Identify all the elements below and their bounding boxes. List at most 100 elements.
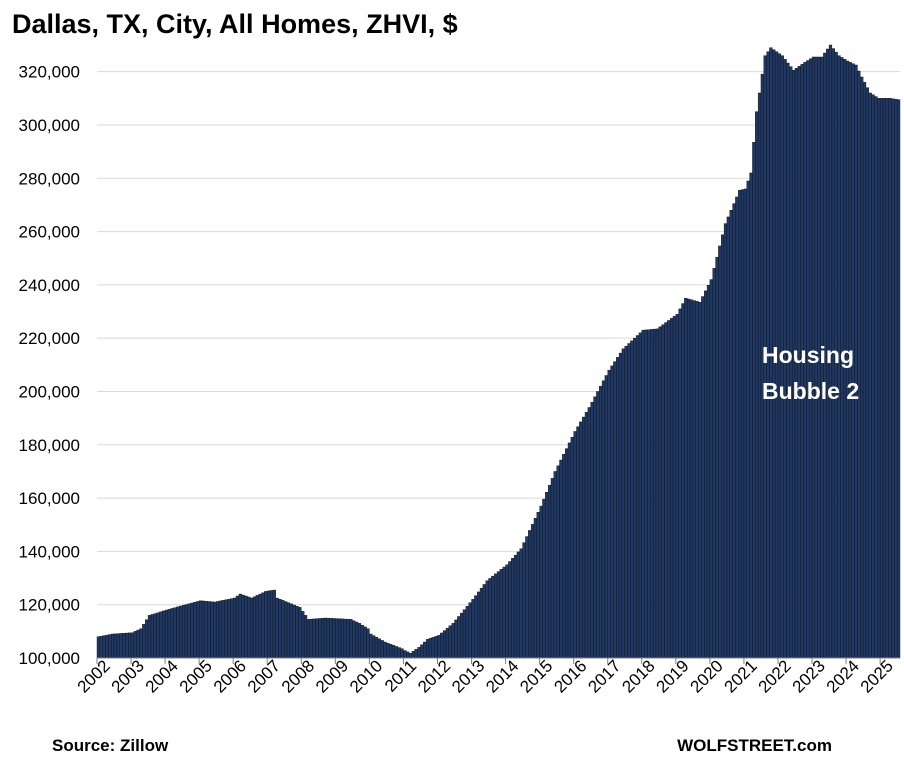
bar bbox=[323, 617, 328, 659]
bar bbox=[709, 279, 713, 659]
x-tick-label: 2022 bbox=[755, 656, 795, 696]
bar bbox=[613, 361, 617, 659]
bar bbox=[474, 595, 478, 659]
bar bbox=[414, 649, 418, 659]
bar bbox=[664, 322, 668, 659]
bar bbox=[408, 653, 413, 659]
bar bbox=[363, 626, 367, 659]
bar bbox=[462, 609, 467, 659]
x-tick-label: 2018 bbox=[618, 656, 658, 696]
y-tick-label: 240,000 bbox=[19, 276, 80, 295]
bar bbox=[252, 596, 257, 659]
bar bbox=[258, 593, 262, 659]
bar bbox=[630, 340, 634, 659]
bar bbox=[746, 180, 750, 659]
bar bbox=[712, 268, 716, 659]
bar bbox=[198, 600, 203, 659]
bar bbox=[879, 98, 884, 659]
bar bbox=[684, 298, 688, 659]
bar bbox=[587, 407, 591, 659]
bar bbox=[488, 578, 492, 659]
bar bbox=[672, 316, 677, 659]
bar bbox=[125, 632, 129, 659]
bar bbox=[757, 92, 762, 659]
bar bbox=[590, 401, 594, 659]
bar bbox=[193, 602, 197, 659]
bar bbox=[278, 599, 282, 659]
bar bbox=[295, 605, 299, 659]
bar bbox=[522, 542, 526, 659]
bar bbox=[303, 615, 308, 659]
bar bbox=[337, 618, 342, 659]
brand-label: WOLFSTREET.com bbox=[677, 736, 832, 755]
bars bbox=[96, 44, 901, 659]
bar bbox=[596, 391, 600, 659]
bar bbox=[477, 591, 481, 659]
x-tick-label: 2003 bbox=[108, 656, 148, 696]
bar bbox=[445, 627, 450, 659]
bar bbox=[335, 618, 339, 659]
bar bbox=[281, 600, 285, 659]
bar bbox=[244, 595, 248, 659]
bar bbox=[136, 629, 140, 659]
bar bbox=[562, 454, 566, 659]
bar bbox=[513, 554, 518, 659]
x-tick-label: 2017 bbox=[584, 656, 624, 696]
x-tick-label: 2005 bbox=[176, 656, 216, 696]
bar bbox=[190, 602, 194, 659]
bar bbox=[340, 618, 345, 659]
chart-title: Dallas, TX, City, All Homes, ZHVI, $ bbox=[12, 9, 458, 39]
bar bbox=[681, 303, 685, 659]
bar bbox=[383, 641, 387, 659]
bar bbox=[459, 612, 464, 659]
bar bbox=[479, 587, 484, 659]
bar bbox=[644, 329, 648, 659]
bar bbox=[752, 142, 756, 659]
bar bbox=[201, 600, 206, 659]
bar bbox=[122, 633, 126, 659]
x-tick-label: 2014 bbox=[482, 656, 522, 696]
bar bbox=[525, 536, 529, 659]
bar bbox=[721, 234, 725, 659]
bar bbox=[610, 365, 614, 659]
bar bbox=[726, 216, 730, 659]
bar bbox=[377, 638, 381, 659]
bar bbox=[743, 188, 747, 659]
bar bbox=[142, 624, 146, 659]
bar bbox=[275, 597, 279, 659]
bar bbox=[573, 431, 577, 659]
bar bbox=[755, 111, 759, 659]
y-tick-label: 140,000 bbox=[19, 542, 80, 561]
bar bbox=[667, 320, 671, 659]
bar bbox=[871, 94, 875, 659]
bar bbox=[224, 599, 228, 659]
bar bbox=[652, 328, 657, 659]
bar bbox=[96, 636, 101, 659]
annotation-line-1: Housing bbox=[762, 342, 854, 368]
bar bbox=[633, 337, 637, 659]
bar bbox=[877, 98, 881, 659]
bar bbox=[874, 96, 878, 659]
annotation-line-2: Bubble 2 bbox=[762, 378, 859, 404]
y-tick-label: 180,000 bbox=[19, 436, 80, 455]
bar bbox=[650, 329, 654, 659]
bar bbox=[582, 416, 586, 659]
bar bbox=[593, 396, 597, 659]
bar bbox=[184, 604, 189, 659]
bar bbox=[238, 593, 242, 659]
bar bbox=[301, 611, 305, 659]
bar bbox=[550, 478, 555, 659]
bar bbox=[247, 596, 251, 659]
bar bbox=[221, 600, 225, 659]
x-tick-label: 2015 bbox=[516, 656, 556, 696]
bar bbox=[425, 639, 430, 659]
bar bbox=[505, 564, 509, 659]
bar bbox=[556, 465, 560, 659]
bar bbox=[289, 603, 293, 659]
bar bbox=[502, 566, 506, 659]
bar bbox=[386, 642, 390, 659]
bar bbox=[465, 606, 469, 659]
bar bbox=[891, 98, 895, 659]
bar bbox=[326, 617, 330, 659]
bar bbox=[616, 357, 620, 659]
